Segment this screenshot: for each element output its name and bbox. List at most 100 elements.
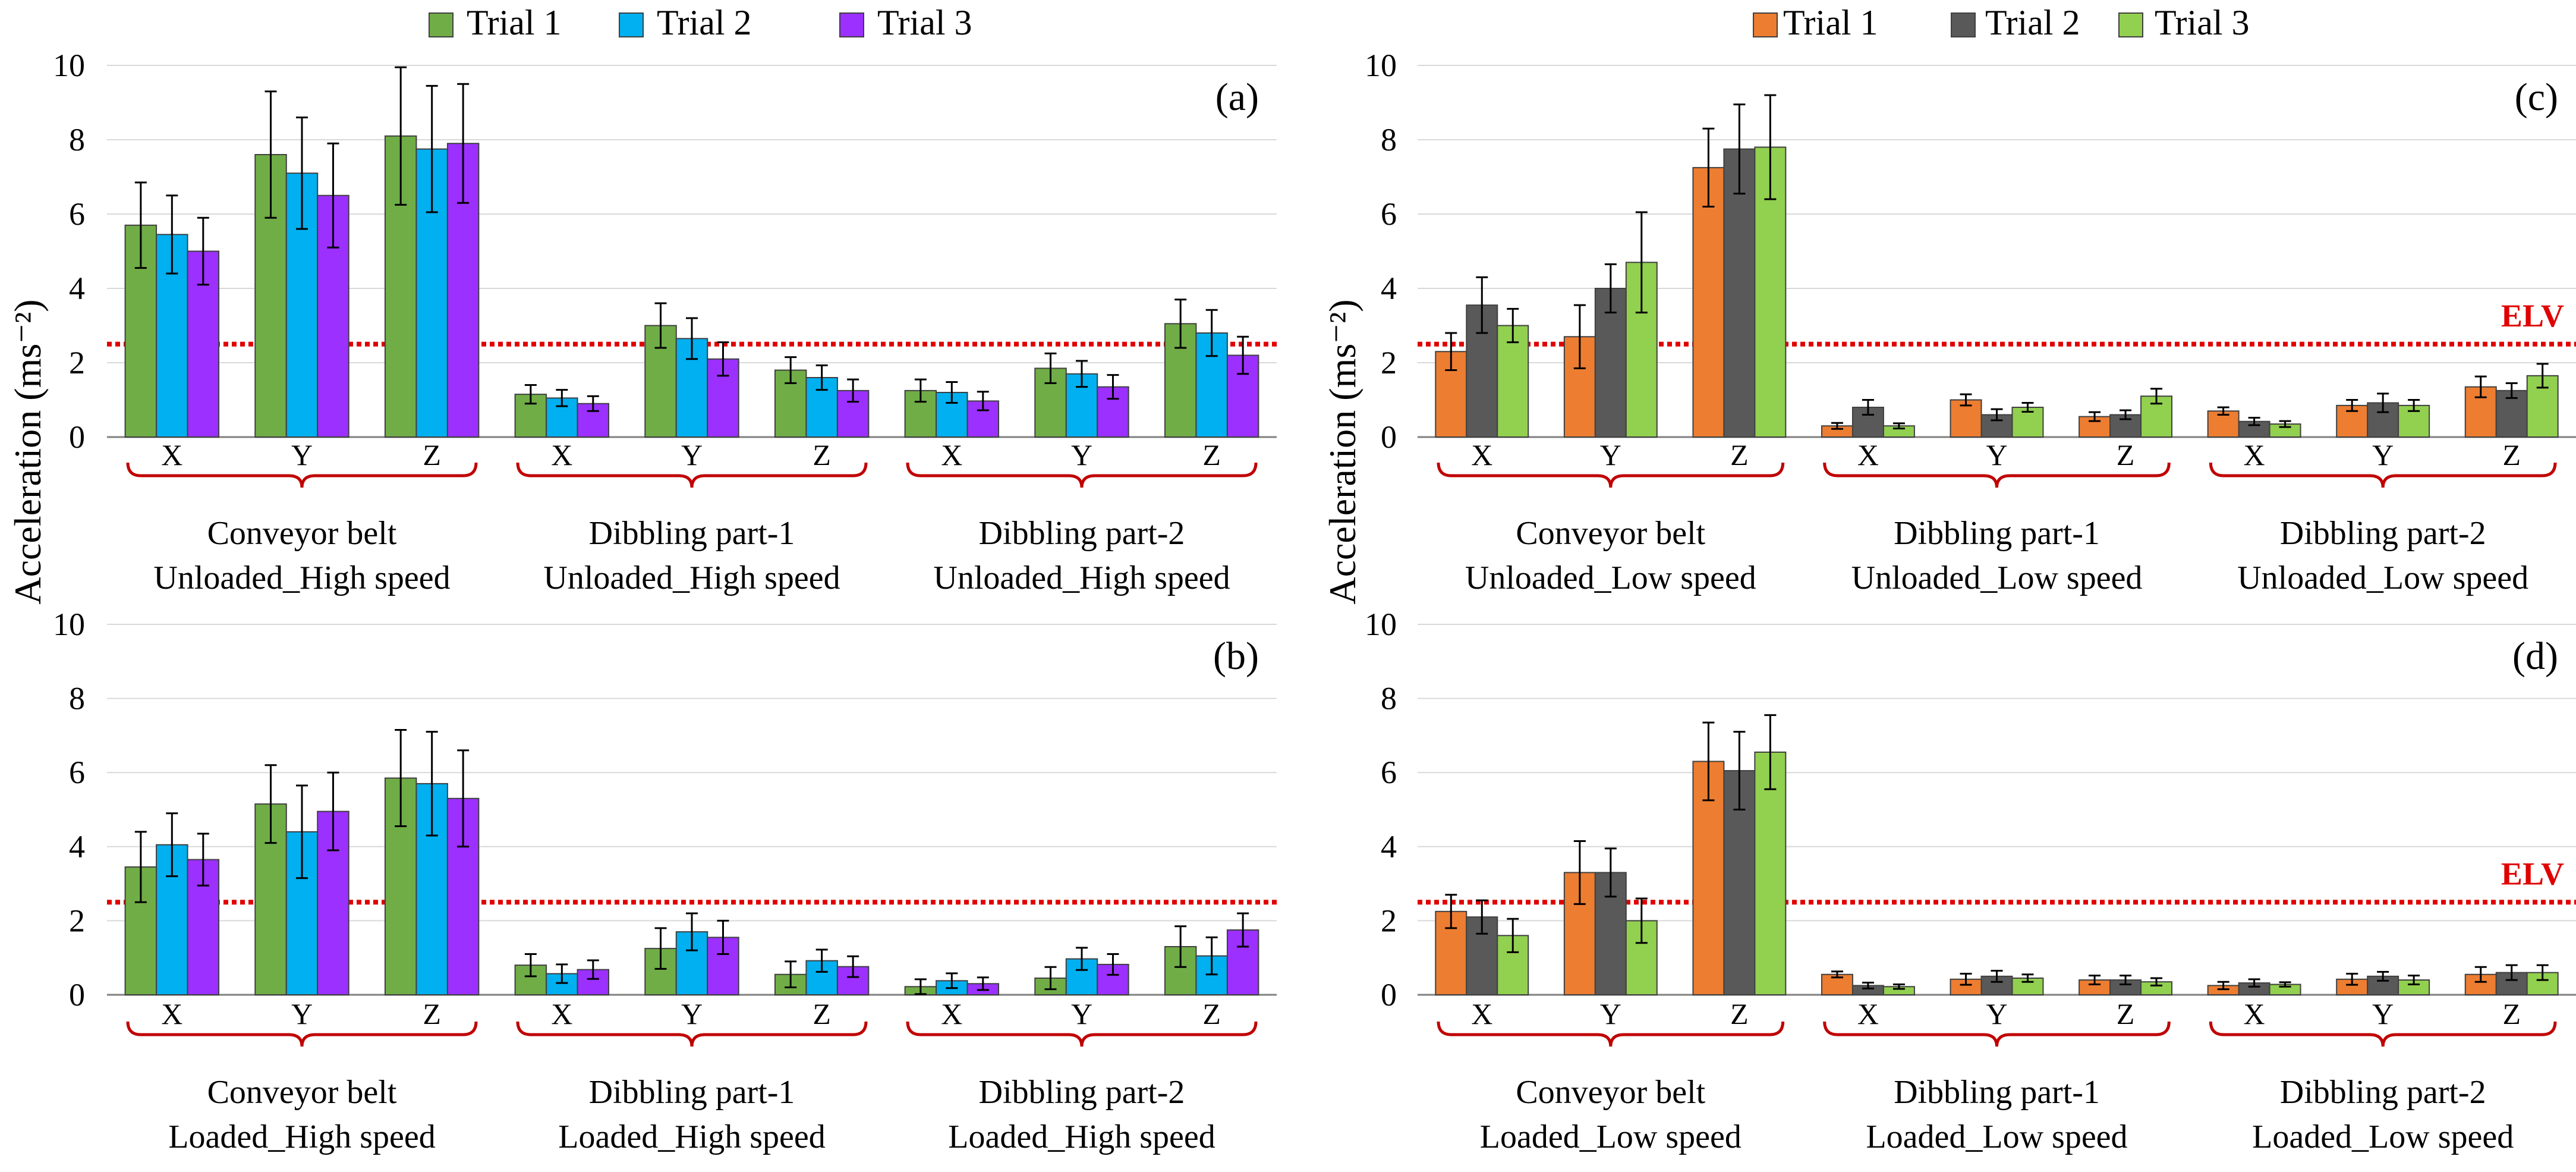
- group-label: Loaded_High speed: [558, 1118, 825, 1155]
- group-brace: [516, 462, 868, 488]
- bar: [1723, 148, 1756, 438]
- group-brace: [1437, 1021, 1785, 1047]
- y-tick-label: 10: [1365, 607, 1397, 642]
- group-brace: [126, 1021, 478, 1047]
- group-label: Unloaded_High speed: [933, 560, 1230, 596]
- legend-right-swatch-2: [1951, 12, 1976, 37]
- group-label: Conveyor belt: [1516, 515, 1705, 552]
- panel-label: (c): [2515, 76, 2558, 119]
- y-tick-label: 4: [69, 271, 85, 306]
- group-label: Loaded_Low speed: [1480, 1118, 1742, 1155]
- x-axis-label: Y: [1071, 438, 1092, 472]
- group-label: Dibbling part-2: [2280, 1074, 2486, 1111]
- group-brace: [906, 1021, 1258, 1047]
- group-label: Loaded_Low speed: [2252, 1118, 2514, 1155]
- bar: [1097, 386, 1129, 438]
- group-brace: [1823, 462, 2171, 488]
- bar: [936, 392, 968, 438]
- group-brace: [126, 462, 478, 488]
- y-tick-label: 0: [69, 977, 85, 1013]
- legend-left: Trial 1 Trial 2 Trial 3: [429, 3, 972, 42]
- group-brace: [1823, 1021, 2171, 1047]
- x-axis-label: X: [941, 997, 962, 1030]
- y-tick-label: 4: [1381, 829, 1397, 865]
- group-label: Unloaded_High speed: [543, 560, 840, 596]
- group-label: Conveyor belt: [207, 1074, 397, 1111]
- y-tick-label: 6: [69, 755, 85, 790]
- y-tick-label: 2: [1381, 345, 1397, 381]
- y-tick-label: 8: [1381, 681, 1397, 717]
- y-tick-label: 6: [1381, 755, 1397, 790]
- elv-label: ELV: [2501, 298, 2564, 334]
- x-axis-label: Z: [2502, 997, 2521, 1030]
- y-tick-label: 10: [1365, 48, 1397, 83]
- panel-label: (d): [2512, 634, 2558, 678]
- y-tick-label: 4: [1381, 271, 1397, 306]
- x-axis-label: Z: [1202, 438, 1221, 472]
- group-label: Dibbling part-1: [589, 515, 795, 552]
- x-axis-label: Y: [1600, 438, 1621, 472]
- x-axis-label: X: [2244, 438, 2265, 472]
- legend-right-label-2: Trial 2: [1985, 3, 2080, 42]
- x-axis-label: X: [1857, 997, 1879, 1030]
- x-axis-label: X: [551, 997, 572, 1030]
- x-axis-label: Y: [1986, 997, 2007, 1030]
- group-label: Conveyor belt: [1516, 1074, 1705, 1111]
- bar: [2398, 979, 2430, 995]
- y-tick-label: 8: [69, 681, 85, 717]
- group-label: Unloaded_Low speed: [1465, 560, 1756, 596]
- x-axis-label: Y: [1986, 438, 2007, 472]
- x-axis-label: Z: [2117, 438, 2135, 472]
- group-brace: [1437, 462, 1785, 488]
- group-label: Unloaded_Low speed: [1851, 560, 2143, 596]
- group-brace: [516, 1021, 868, 1047]
- legend-right-label-1: Trial 1: [1783, 3, 1878, 42]
- legend-left-label-1: Trial 1: [467, 3, 562, 42]
- legend-right: Trial 1 Trial 2 Trial 3: [1753, 3, 2250, 42]
- y-tick-label: 0: [69, 419, 85, 455]
- group-brace: [2209, 462, 2557, 488]
- y-tick-label: 10: [53, 48, 85, 83]
- y-tick-label: 4: [69, 829, 85, 865]
- y-tick-label: 2: [1381, 903, 1397, 938]
- bar: [1497, 325, 1529, 438]
- legend-right-swatch-1: [1753, 12, 1778, 37]
- legend-left-swatch-3: [839, 12, 864, 37]
- bar: [1754, 751, 1787, 996]
- chart-panel-b: 0 2 4 6 8 10 (b) X Y Z Conveyor belt Loaded_High sp…: [53, 607, 1277, 1155]
- x-axis-label: Y: [681, 997, 703, 1030]
- x-axis-label: Y: [2372, 438, 2394, 472]
- group-label: Dibbling part-2: [979, 515, 1185, 552]
- x-axis-label: Y: [291, 997, 313, 1030]
- group-label: Dibbling part-1: [1894, 1074, 2100, 1111]
- x-axis-label: Z: [1202, 997, 1221, 1030]
- x-axis-label: X: [2244, 997, 2265, 1030]
- y-tick-label: 6: [69, 196, 85, 232]
- y-tick-label: 8: [69, 122, 85, 158]
- y-tick-label: 2: [69, 345, 85, 381]
- y-tick-label: 8: [1381, 122, 1397, 158]
- x-axis-label: Y: [681, 438, 703, 472]
- y-tick-label: 6: [1381, 196, 1397, 232]
- x-axis-label: Z: [2117, 997, 2135, 1030]
- bar: [2398, 404, 2430, 438]
- x-axis-label: Z: [2502, 438, 2521, 472]
- y-tick-label: 0: [1381, 977, 1397, 1013]
- legend-left-label-2: Trial 2: [657, 3, 752, 42]
- chart-panel-a: 0 2 4 6 8 10 (a) X Y Z Conveyor belt Unloaded_High …: [53, 48, 1277, 596]
- legend-left-label-3: Trial 3: [877, 3, 972, 42]
- x-axis-label: X: [1471, 438, 1492, 472]
- x-axis-label: X: [161, 997, 182, 1030]
- x-axis-label: Z: [423, 997, 441, 1030]
- y-tick-label: 0: [1381, 419, 1397, 455]
- x-axis-label: X: [1857, 438, 1879, 472]
- x-axis-label: X: [551, 438, 572, 472]
- x-axis-label: Z: [813, 438, 831, 472]
- elv-label: ELV: [2501, 856, 2564, 891]
- x-axis-label: Z: [1730, 997, 1749, 1030]
- group-label: Loaded_High speed: [168, 1118, 435, 1155]
- x-axis-label: Y: [291, 438, 313, 472]
- group-label: Loaded_Low speed: [1866, 1118, 2127, 1155]
- y-axis-title-right: Acceleration (ms⁻²): [1321, 299, 1363, 604]
- x-axis-label: Y: [1600, 997, 1621, 1030]
